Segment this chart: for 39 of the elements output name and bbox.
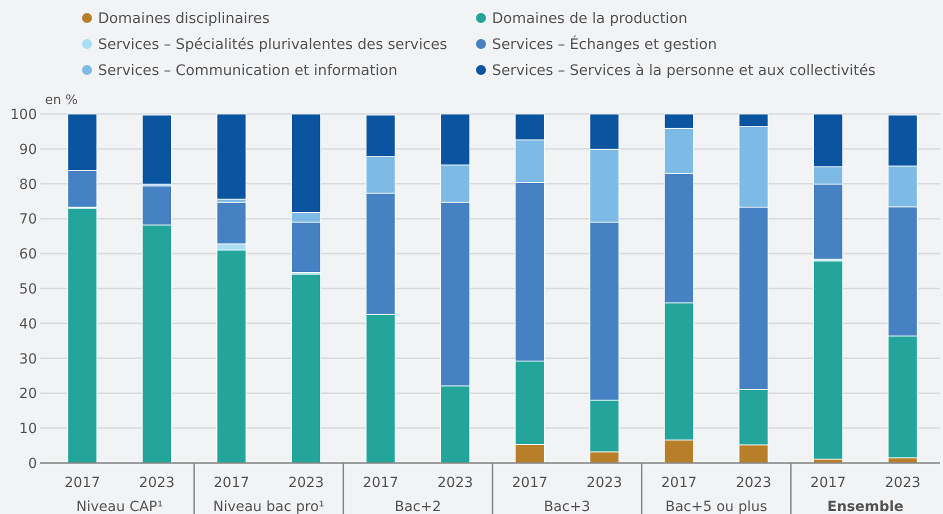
y-tick-label: 70 xyxy=(19,212,37,228)
x-tick-label: 2023 xyxy=(139,475,175,491)
legend-label: Services – Services à la personne et aux collectivités xyxy=(492,63,876,79)
x-tick-label: 2017 xyxy=(64,475,100,491)
y-tick-label: 50 xyxy=(19,282,37,298)
x-tick-label: 2023 xyxy=(437,475,474,491)
x-tick-label: 2023 xyxy=(884,475,921,491)
x-tick-label: 2017 xyxy=(362,475,398,491)
y-tick-label: 30 xyxy=(19,351,37,368)
legend-label: Domaines de la production xyxy=(492,11,688,27)
y-tick-label: 80 xyxy=(19,176,37,193)
text: Bac+2 xyxy=(394,499,442,514)
y-axis-title: en % xyxy=(45,93,78,108)
y-tick-label: 60 xyxy=(19,246,37,263)
y-tick-label: 10 xyxy=(19,421,37,438)
y-tick-label: 100 xyxy=(10,107,37,123)
y-tick-label: 90 xyxy=(19,142,37,158)
legend-label: Domaines disciplinaires xyxy=(98,11,270,27)
x-tick-label: 2017 xyxy=(214,475,250,491)
x-tick-label: 2023 xyxy=(736,475,772,491)
x-tick-label: 2017 xyxy=(512,475,548,491)
x-tick-label: 2017 xyxy=(661,475,697,491)
y-tick-label: 20 xyxy=(19,386,37,402)
legend-label: Services – Communication et information xyxy=(98,63,398,79)
legend-label: Services – Échanges et gestion xyxy=(492,35,717,53)
text: Ensemble xyxy=(827,499,904,514)
text: Niveau bac pro¹ xyxy=(213,499,324,514)
x-tick-label: 2023 xyxy=(288,475,324,491)
text: Niveau CAP¹ xyxy=(76,499,163,514)
x-tick-label: 2023 xyxy=(586,475,622,491)
text: Bac+3 xyxy=(544,499,590,514)
bar xyxy=(142,114,172,185)
x-tick-label: 2017 xyxy=(810,475,846,491)
bar xyxy=(216,114,246,200)
text: Bac+5 ou plus xyxy=(665,499,768,514)
y-tick-label: 40 xyxy=(19,316,37,332)
bar xyxy=(813,260,844,460)
y-tick-label: 0 xyxy=(28,456,37,472)
legend-label: Services – Spécialités plurivalentes des services xyxy=(98,37,448,53)
